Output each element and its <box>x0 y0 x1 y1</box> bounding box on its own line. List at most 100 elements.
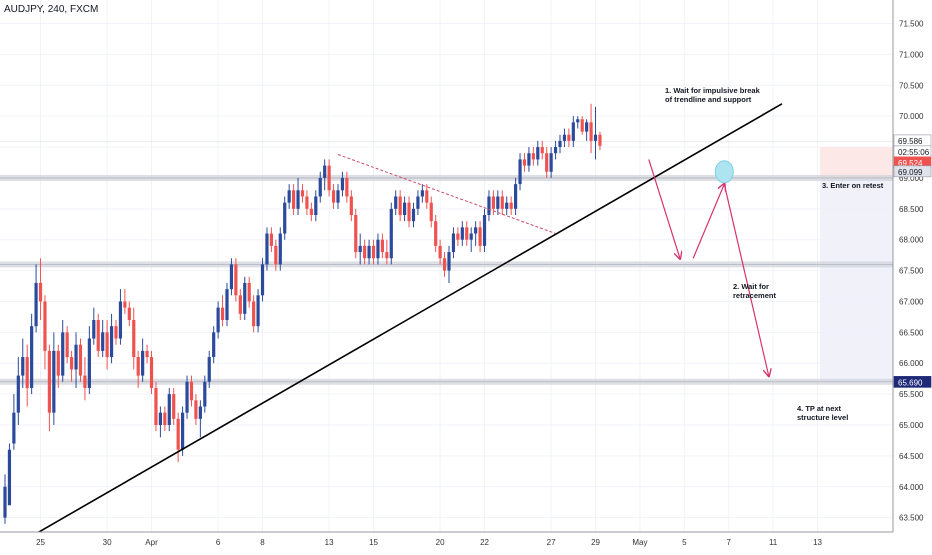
candle-body <box>531 153 535 160</box>
price-tag-label: 65.690 <box>898 378 923 387</box>
candle-body <box>323 165 327 178</box>
candle-body <box>176 418 180 450</box>
candle-body <box>434 221 438 246</box>
candle-body <box>7 449 12 506</box>
candle-body <box>438 245 442 259</box>
candle-body <box>327 165 331 191</box>
candle-body <box>101 332 105 351</box>
x-tick-label: 13 <box>813 538 822 547</box>
candle-body <box>292 190 296 209</box>
candle-body <box>509 202 513 209</box>
candle-body <box>296 190 300 209</box>
candle-body <box>549 153 553 172</box>
candle-body <box>385 252 389 259</box>
candle-body <box>314 196 318 215</box>
candle-body <box>74 344 78 370</box>
y-tick-label: 71.000 <box>899 50 924 59</box>
candle-body <box>25 357 29 388</box>
retest-marker <box>714 160 734 184</box>
candle-body <box>252 301 256 327</box>
candle-body <box>300 190 305 197</box>
candle-body <box>553 147 558 154</box>
candle-body <box>194 400 198 419</box>
candle-body <box>576 119 580 123</box>
candle-body <box>234 264 238 296</box>
candles <box>3 103 602 524</box>
candle-body <box>185 381 189 413</box>
y-tick-label: 66.500 <box>899 328 924 337</box>
candle-body <box>585 122 589 132</box>
candle-body <box>145 350 149 358</box>
candle-body <box>496 196 500 209</box>
candle-body <box>238 295 242 314</box>
x-axis-panel <box>0 532 932 550</box>
candle-body <box>47 350 51 413</box>
candle-body <box>505 202 509 209</box>
trendline <box>31 103 783 537</box>
candle-body <box>425 190 429 203</box>
candle-body <box>482 215 487 246</box>
x-tick-label: 30 <box>103 538 112 547</box>
candle-body <box>567 134 571 141</box>
x-tick-label: 29 <box>591 538 600 547</box>
candle-body <box>447 252 451 271</box>
annotation-line: structure level <box>797 413 848 422</box>
candle-body <box>283 202 287 234</box>
candle-body <box>269 233 273 246</box>
candle-body <box>465 227 469 240</box>
candle-body <box>580 119 584 132</box>
candle-body <box>172 394 176 419</box>
candle-body <box>114 326 118 339</box>
candle-body <box>203 381 207 407</box>
candle-body <box>474 227 478 234</box>
candle-body <box>380 239 384 253</box>
candle-body <box>12 412 16 444</box>
candle-body <box>132 320 136 358</box>
annotation-line: 2. Wait for <box>733 282 769 291</box>
candle-body <box>429 202 433 222</box>
candle-body <box>398 196 402 215</box>
price-tag-label: 02:55:06 <box>898 148 930 157</box>
x-tick-label: 15 <box>369 538 378 547</box>
candle-body <box>65 332 69 358</box>
candle-body <box>3 486 7 518</box>
candle-body <box>216 307 220 333</box>
candle-body <box>78 344 83 376</box>
candle-body <box>331 190 336 203</box>
candle-body <box>403 202 407 215</box>
x-tick-label: 25 <box>36 538 45 547</box>
annotation-note2: 2. Wait for retracement <box>733 282 776 300</box>
candle-body <box>514 184 518 209</box>
candle-body <box>109 326 114 358</box>
y-tick-label: 66.000 <box>899 359 924 368</box>
annotation-note4: 4. TP at next structure level <box>797 404 848 422</box>
candle-body <box>442 258 447 271</box>
candle-body <box>43 301 47 351</box>
candle-body <box>212 332 216 358</box>
candle-body <box>127 307 131 320</box>
annotation-note1: 1. Wait for impulsive break of trendline … <box>665 86 761 104</box>
candle-body <box>349 196 353 215</box>
candle-body <box>105 332 109 358</box>
x-tick-label: Apr <box>145 538 158 547</box>
candle-body <box>70 357 74 370</box>
candle-body <box>83 375 87 388</box>
candle-body <box>243 282 247 314</box>
candle-body <box>309 208 313 215</box>
y-tick-label: 70.000 <box>899 112 924 121</box>
candle-body <box>407 202 411 222</box>
y-tick-label: 65.500 <box>899 390 924 399</box>
x-tick-label: 20 <box>436 538 445 547</box>
candle-body <box>598 134 602 146</box>
candle-body <box>540 147 544 154</box>
annotations: 1. Wait for impulsive break of trendline … <box>665 86 884 422</box>
candle-body <box>247 282 251 302</box>
y-tick-label: 68.500 <box>899 205 924 214</box>
candle-body <box>181 412 185 450</box>
candle-body <box>345 177 349 197</box>
candle-body <box>123 301 127 308</box>
x-tick-label: 7 <box>726 538 731 547</box>
price-tag-label: 69.586 <box>898 137 923 146</box>
candle-body <box>562 134 567 141</box>
